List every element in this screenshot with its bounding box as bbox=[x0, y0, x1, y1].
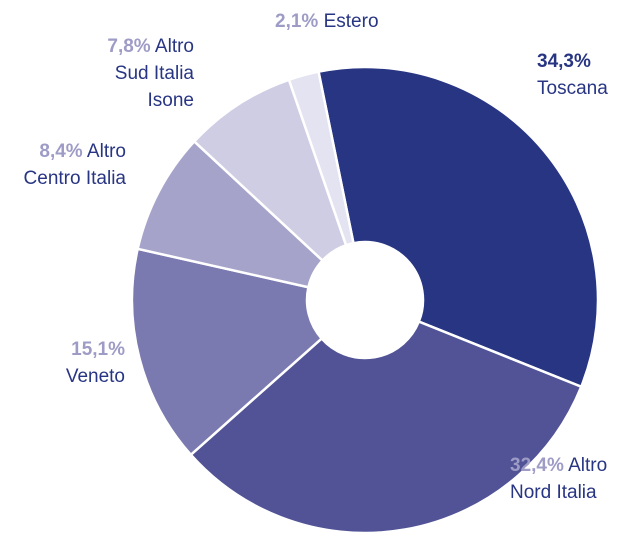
value-label: 8,4% bbox=[39, 141, 83, 162]
value-label: 32,4% bbox=[510, 455, 564, 476]
value-label: 2,1% bbox=[275, 11, 319, 32]
donut-slice bbox=[136, 139, 325, 289]
value-label: 7,8% bbox=[107, 36, 151, 57]
category-label: Estero bbox=[323, 11, 379, 32]
category-label: Altro Centro Italia bbox=[23, 141, 126, 189]
slice-label: 7,8% Altro Sud Italia Isone bbox=[69, 33, 194, 114]
slice-label: 34,3% Toscana bbox=[537, 48, 627, 102]
slice-label: 2,1% Estero bbox=[275, 8, 435, 35]
donut-slice bbox=[287, 70, 355, 247]
value-label: 15,1% bbox=[71, 339, 125, 360]
slice-label: 8,4% Altro Centro Italia bbox=[14, 138, 126, 192]
donut-slice bbox=[317, 65, 600, 389]
category-label: Veneto bbox=[65, 366, 125, 387]
donut-slice bbox=[130, 247, 324, 457]
value-label: 34,3% bbox=[537, 51, 591, 72]
category-label: Altro Nord Italia bbox=[510, 455, 608, 503]
donut-slice bbox=[189, 319, 583, 534]
category-label: Toscana bbox=[537, 78, 608, 99]
slice-label: 32,4% Altro Nord Italia bbox=[510, 452, 635, 506]
slice-label: 15,1% Veneto bbox=[35, 336, 125, 390]
category-label: Altro Sud Italia Isone bbox=[114, 36, 194, 111]
